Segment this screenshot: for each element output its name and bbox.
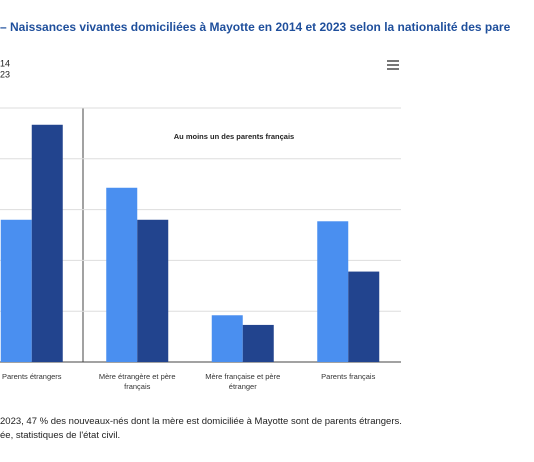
bar [211,315,243,362]
bar [106,187,138,362]
bar [137,219,169,362]
bar [242,324,274,362]
bar [0,219,32,362]
annotation: Au moins un des parents français [174,132,294,141]
chart-title: – Naissances vivantes domiciliées à Mayo… [0,20,511,34]
note: ée, statistiques de l'état civil. [0,430,121,441]
menu-icon[interactable] [387,60,399,70]
x-tick-label: Parents étrangers [1,372,62,381]
legend-label: 23 [0,69,10,79]
x-tick-label: Mère française et père étranger [205,372,281,391]
bar [348,271,380,362]
legend-label: 14 [0,58,10,68]
note: 2023, 47 % des nouveaux-nés dont la mère… [0,416,402,427]
x-tick-label: Parents français [321,372,376,381]
bar [317,221,349,362]
bar [31,124,63,362]
x-tick-label: Mère étrangère et père français [98,372,176,391]
